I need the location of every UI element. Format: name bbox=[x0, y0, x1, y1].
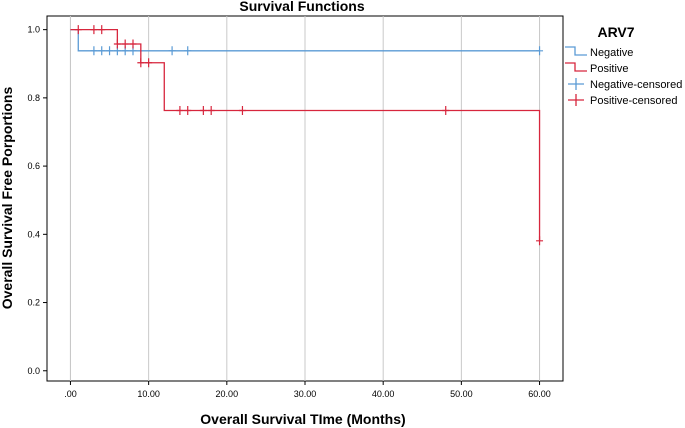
positive-censor-mark bbox=[199, 105, 207, 115]
plot-area: .00 10.00 20.00 30.00 40.00 50.00 60.00 0.0 0.2… bbox=[27, 15, 564, 399]
legend-label-negative: Negative bbox=[590, 47, 633, 59]
x-tick-label: 60.00 bbox=[528, 389, 551, 399]
negative-censor-mark bbox=[184, 46, 192, 56]
positive-censor-mark bbox=[90, 25, 98, 35]
y-axis-ticks: 0.0 0.2 0.4 0.6 0.8 1.0 bbox=[27, 25, 47, 376]
y-tick-label: 0.4 bbox=[27, 229, 40, 239]
series-group bbox=[70, 25, 544, 246]
legend-symbol-negative bbox=[565, 46, 587, 56]
negative-censor-mark bbox=[98, 46, 106, 56]
positive-censor-mark bbox=[137, 58, 145, 68]
positive-censor-mark bbox=[176, 105, 184, 115]
positive-censor-mark bbox=[536, 236, 544, 246]
positive-censor-mark bbox=[121, 39, 129, 49]
x-tick-label: .00 bbox=[64, 389, 77, 399]
legend-label-negative-censored: Negative-censored bbox=[590, 79, 682, 91]
positive-censor-mark bbox=[238, 105, 246, 115]
negative-censor-mark bbox=[168, 46, 176, 56]
positive-censor-mark bbox=[442, 105, 450, 115]
positive-censor-mark bbox=[129, 39, 137, 49]
y-axis-title: Overall Survival Free Porportions bbox=[0, 87, 15, 310]
y-tick-label: 1.0 bbox=[27, 25, 40, 35]
legend: ARV7 Negative Positive Negative-censored Po… bbox=[565, 24, 682, 107]
positive-censor-mark bbox=[113, 39, 121, 49]
x-tick-label: 50.00 bbox=[450, 389, 473, 399]
legend-items: Negative Positive Negative-censored Positiv… bbox=[565, 46, 682, 107]
positive-censor-mark bbox=[74, 25, 82, 35]
x-tick-label: 30.00 bbox=[294, 389, 317, 399]
legend-symbol-positive bbox=[565, 62, 587, 72]
x-tick-label: 40.00 bbox=[372, 389, 395, 399]
positive-censor-mark bbox=[207, 105, 215, 115]
y-tick-label: 0.8 bbox=[27, 93, 40, 103]
positive-censor-mark bbox=[184, 105, 192, 115]
y-tick-label: 0.6 bbox=[27, 161, 40, 171]
positive-censor-mark bbox=[98, 25, 106, 35]
legend-symbol-positive-censored bbox=[568, 94, 584, 106]
legend-label-positive-censored: Positive-censored bbox=[590, 95, 677, 107]
x-axis-ticks: .00 10.00 20.00 30.00 40.00 50.00 60.00 bbox=[64, 381, 551, 399]
chart-title: Survival Functions bbox=[239, 0, 364, 14]
y-tick-label: 0.2 bbox=[27, 298, 40, 308]
legend-title: ARV7 bbox=[597, 24, 634, 40]
x-tick-label: 20.00 bbox=[216, 389, 239, 399]
negative-censor-mark bbox=[536, 46, 544, 56]
x-tick-label: 10.00 bbox=[137, 389, 160, 399]
positive-censor-mark bbox=[145, 58, 153, 68]
negative-censor-mark bbox=[90, 46, 98, 56]
negative-censor-mark bbox=[106, 46, 114, 56]
x-axis-title: Overall Survival TIme (Months) bbox=[200, 411, 405, 427]
y-tick-label: 0.0 bbox=[27, 366, 40, 376]
legend-label-positive: Positive bbox=[590, 63, 629, 75]
legend-symbol-negative-censored bbox=[568, 78, 584, 90]
